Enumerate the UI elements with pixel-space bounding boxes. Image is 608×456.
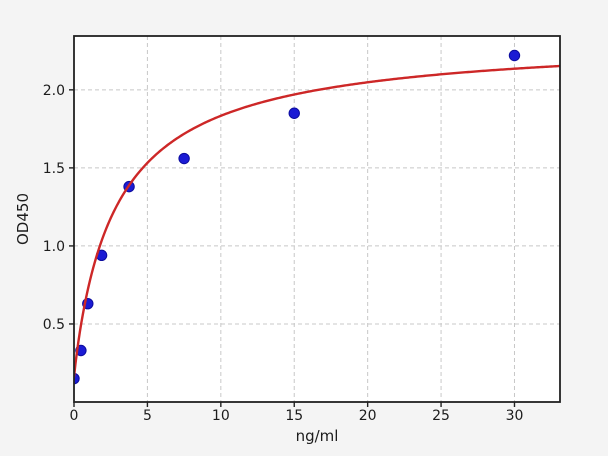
data-point xyxy=(288,107,300,119)
fit-curve xyxy=(74,64,560,379)
x-tick-label: 25 xyxy=(432,408,450,424)
y-tick-label: 1.5 xyxy=(43,161,65,177)
tick-marks xyxy=(69,89,516,407)
x-tick-label: 5 xyxy=(143,408,152,424)
data-point xyxy=(178,152,190,165)
x-tick-label: 30 xyxy=(506,408,524,424)
tick-labels: 0 5 10 15 20 25 30 0.5 1.0 1.5 2.0 xyxy=(43,83,524,424)
y-axis-label: OD450 xyxy=(14,193,32,245)
x-tick-label: 0 xyxy=(70,408,79,424)
x-axis-label: ng/ml xyxy=(296,427,339,445)
data-layer xyxy=(74,49,560,385)
x-tick-label: 15 xyxy=(285,408,303,424)
data-point xyxy=(508,49,521,62)
gridlines xyxy=(74,36,560,402)
plot-area xyxy=(74,36,560,402)
y-tick-label: 1.0 xyxy=(43,239,65,255)
y-tick-label: 0.5 xyxy=(43,317,65,333)
y-tick-label: 2.0 xyxy=(43,83,65,99)
axes-frame xyxy=(73,35,561,403)
x-tick-label: 10 xyxy=(212,408,230,424)
x-tick-label: 20 xyxy=(359,408,377,424)
